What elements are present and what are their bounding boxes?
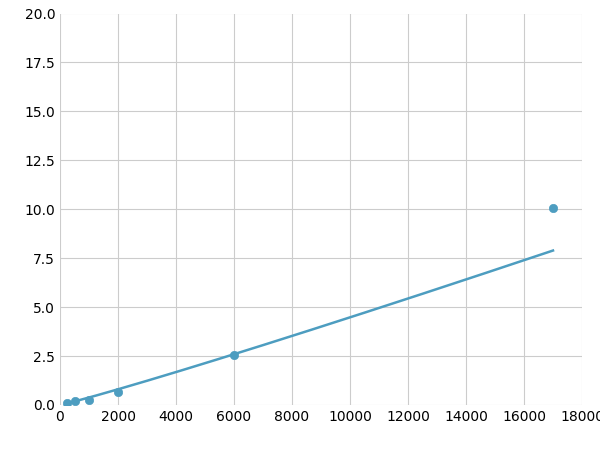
Point	[62, 399, 72, 406]
Point	[113, 389, 123, 396]
Point	[84, 396, 94, 404]
Point	[229, 351, 239, 359]
Point	[70, 397, 79, 405]
Point	[548, 205, 558, 212]
